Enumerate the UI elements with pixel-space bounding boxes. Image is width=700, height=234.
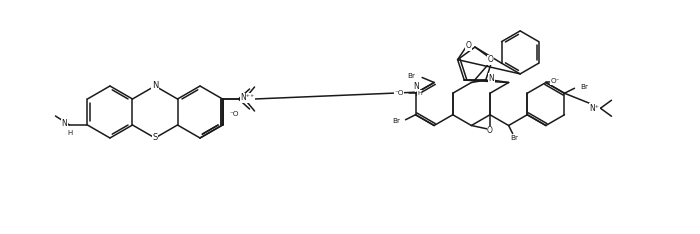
- Text: N⁺: N⁺: [241, 94, 251, 102]
- Text: N: N: [62, 120, 67, 128]
- Text: Br: Br: [510, 135, 519, 142]
- Text: ⁻O: ⁻O: [230, 111, 239, 117]
- Text: N: N: [152, 81, 158, 91]
- Text: ⁻O: ⁻O: [394, 90, 403, 96]
- Text: N: N: [414, 82, 419, 91]
- Text: S: S: [153, 134, 158, 143]
- Text: N⁺: N⁺: [589, 104, 599, 113]
- Text: O: O: [487, 126, 493, 135]
- Text: Br: Br: [393, 118, 400, 124]
- Text: Br: Br: [580, 84, 589, 90]
- Text: N: N: [489, 74, 494, 83]
- Text: O: O: [466, 41, 472, 50]
- Text: O: O: [487, 55, 494, 64]
- Text: O⁻: O⁻: [551, 78, 561, 84]
- Text: Br: Br: [407, 73, 415, 80]
- Text: H: H: [417, 91, 422, 96]
- Text: H: H: [68, 131, 73, 136]
- Text: N⁺: N⁺: [244, 94, 255, 102]
